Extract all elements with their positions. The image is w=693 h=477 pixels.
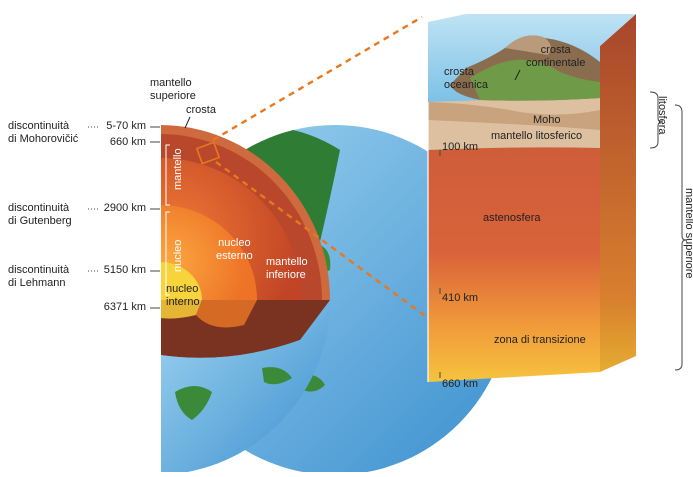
label-crosta: crosta bbox=[186, 104, 216, 116]
right-brackets bbox=[649, 91, 687, 371]
label-nucleo-esterno: nucleo esterno bbox=[216, 237, 253, 262]
zoom-leaders bbox=[212, 15, 429, 319]
depth-2900: 2900 km bbox=[103, 202, 146, 214]
depth-410: 410 km bbox=[442, 292, 479, 304]
leader-continentale bbox=[514, 69, 521, 81]
globe-lower bbox=[160, 300, 331, 475]
label-crosta-oceanica: crosta oceanica bbox=[444, 66, 489, 91]
label-disc-lehmann: discontinuità di Lehmann bbox=[8, 264, 70, 289]
sample-box bbox=[195, 141, 221, 165]
inner-core-bottom bbox=[160, 300, 202, 319]
lithosphere-block bbox=[427, 14, 636, 382]
label-zona-transizione: zona di transizione bbox=[494, 334, 586, 346]
depth-6371: 6371 km bbox=[103, 301, 146, 313]
depth-100: 100 km bbox=[442, 141, 479, 153]
leader-top bbox=[212, 15, 423, 142]
globe-brackets bbox=[165, 144, 170, 296]
depth-5150: 5150 km bbox=[103, 264, 146, 276]
label-mantello-superiore-side: mantello superiore bbox=[683, 188, 693, 279]
block-front bbox=[428, 96, 600, 382]
label-mantello-inferiore: mantello inferiore bbox=[266, 256, 308, 281]
label-nucleo-interno: nucleo interno bbox=[166, 283, 200, 308]
depth-660-block: 660 km bbox=[442, 378, 479, 390]
depth-660: 660 km bbox=[109, 136, 146, 148]
label-litosfera: litosfera bbox=[656, 96, 668, 135]
label-astenosfera: astenosfera bbox=[483, 212, 541, 224]
continent-lower bbox=[175, 386, 212, 420]
label-disc-gutenberg: discontinuità di Gutenberg bbox=[8, 202, 72, 227]
label-mantello-litosferico: mantello litosferico bbox=[491, 130, 583, 142]
label-moho: Moho bbox=[533, 114, 561, 126]
depth-ticks bbox=[88, 116, 191, 309]
label-disc-mohorovicic: discontinuità di Mohorovičić bbox=[8, 120, 79, 145]
continent-vegetation bbox=[470, 59, 600, 101]
outer-core-bottom bbox=[196, 300, 257, 328]
crust-band bbox=[428, 102, 600, 130]
continent-lower-2 bbox=[262, 367, 292, 385]
inner-core-cut bbox=[160, 262, 202, 300]
label-crosta-continentale: crosta continentale bbox=[526, 44, 586, 69]
label-mantello-vertical: mantello bbox=[172, 148, 184, 190]
label-nucleo-vertical: nucleo bbox=[172, 239, 184, 272]
globe bbox=[159, 118, 510, 475]
block-side bbox=[600, 14, 636, 372]
depth-5-70: 5-70 km bbox=[106, 120, 146, 132]
label-mantello-superiore: mantello superiore bbox=[150, 77, 196, 102]
mountain-peak bbox=[505, 35, 551, 55]
